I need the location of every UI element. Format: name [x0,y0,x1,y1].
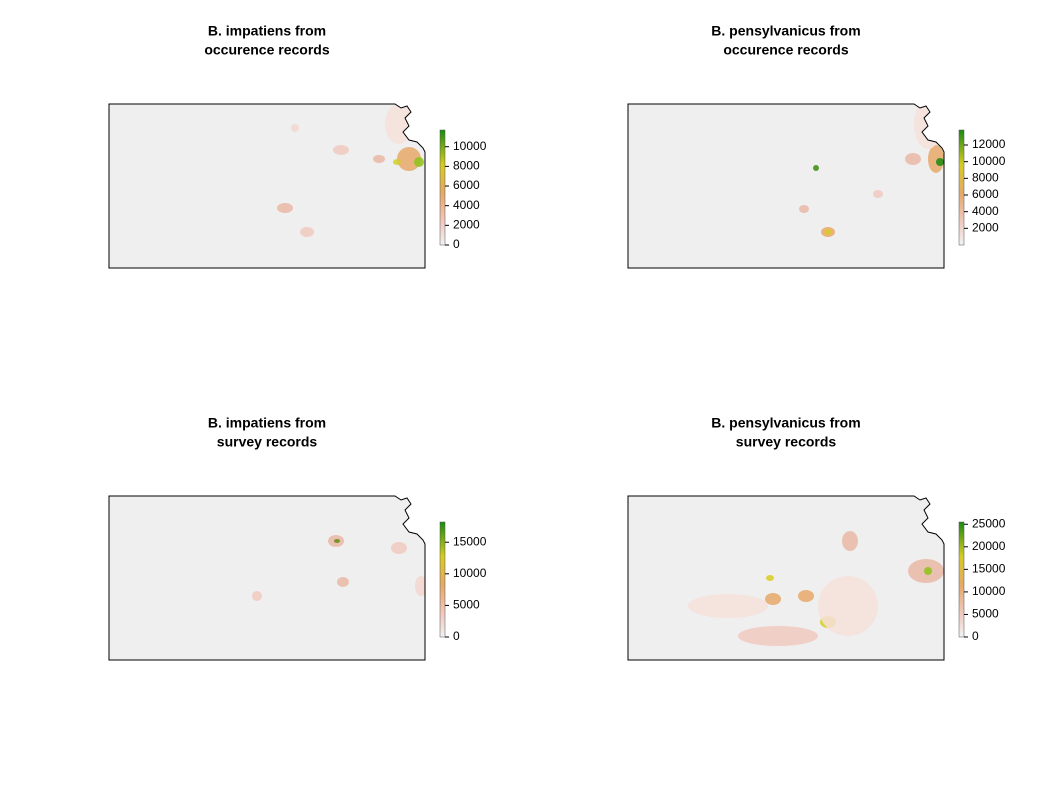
map-title: B. pensylvanicus from [711,23,860,39]
map [627,495,945,661]
hotspot [373,155,385,163]
hotspot [393,159,401,165]
map-panel: B. pensylvanicus from survey records 0 5000… [627,415,1006,661]
color-bar [958,521,965,638]
hotspot [798,590,814,602]
state-outline [627,103,945,269]
state-fill [109,496,425,660]
map [627,103,945,269]
color-bar [439,129,446,246]
hotspot [337,577,349,587]
legend-tick-label: 6000 [972,187,999,201]
hotspot [936,158,944,166]
legend-tick-label: 8000 [972,171,999,185]
legend-tick-label: 10000 [453,139,487,153]
hotspot [738,626,818,646]
hotspot [905,153,921,165]
hotspot [291,124,299,132]
hotspot [415,576,425,596]
map-panel: B. pensylvanicus from occurence records 20… [627,23,1006,269]
legend-tick-label: 5000 [453,598,480,612]
legend-tick-label: 6000 [453,178,480,192]
hotspot [873,190,883,198]
map-panel: B. impatiens from survey records 0 5000 1000… [108,415,487,661]
legend-tick-label: 4000 [453,198,480,212]
legend-tick-label: 15000 [972,562,1006,576]
hotspot [765,593,781,605]
legend-tick-label: 5000 [972,607,999,621]
hotspot [414,157,424,167]
legend-tick-label: 10000 [453,566,487,580]
legend-tick-label: 0 [453,237,460,251]
legend-tick-label: 25000 [972,516,1006,530]
hotspot [818,576,878,636]
state-fill [109,104,425,268]
color-bar [439,521,446,638]
legend-tick-label: 0 [972,629,979,643]
map-title: occurence records [723,42,848,58]
legend-tick-label: 2000 [453,218,480,232]
legend-tick-label: 20000 [972,539,1006,553]
hotspot [924,567,932,575]
map [108,103,426,269]
hotspots [688,531,944,646]
state-outline [108,495,426,661]
hotspot [300,227,314,237]
hotspot [277,203,293,213]
legend-tick-label: 8000 [453,159,480,173]
map-panel: B. impatiens from occurence records 0 2000 4… [108,23,487,269]
color-bar [958,129,965,246]
hotspot [842,531,858,551]
hotspot [385,104,413,144]
hotspot [799,205,809,213]
hotspot [334,539,340,543]
hotspot [813,165,819,171]
legend-tick-label: 0 [453,629,460,643]
legend-tick-label: 10000 [972,584,1006,598]
state-fill [628,104,944,268]
legend-tick-label: 2000 [972,221,999,235]
state-outline [627,495,945,661]
legend-tick-label: 15000 [453,534,487,548]
map-title: survey records [736,434,837,450]
hotspot [333,145,349,155]
map [108,495,426,661]
state-outline [108,103,426,269]
map-title: B. pensylvanicus from [711,415,860,431]
map-title: B. impatiens from [208,23,326,39]
hotspot [825,229,831,235]
hotspot [688,594,768,618]
hotspot [391,542,407,554]
hotspots [252,535,425,601]
hotspot [252,591,262,601]
map-title: survey records [217,434,318,450]
legend-tick-label: 10000 [972,154,1006,168]
map-title: B. impatiens from [208,415,326,431]
legend-tick-label: 12000 [972,137,1006,151]
map-title: occurence records [204,42,329,58]
hotspot [766,575,774,581]
legend-tick-label: 4000 [972,204,999,218]
